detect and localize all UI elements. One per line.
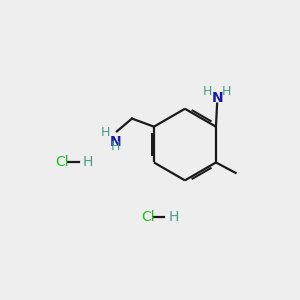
Text: H: H — [111, 140, 121, 153]
Text: H: H — [203, 85, 212, 98]
Text: N: N — [211, 91, 223, 105]
Text: Cl: Cl — [141, 210, 155, 224]
Text: Cl: Cl — [56, 155, 69, 169]
Text: N: N — [109, 135, 121, 149]
Text: H: H — [100, 126, 110, 139]
Text: H: H — [168, 210, 179, 224]
Text: H: H — [83, 155, 93, 169]
Text: H: H — [222, 85, 231, 98]
